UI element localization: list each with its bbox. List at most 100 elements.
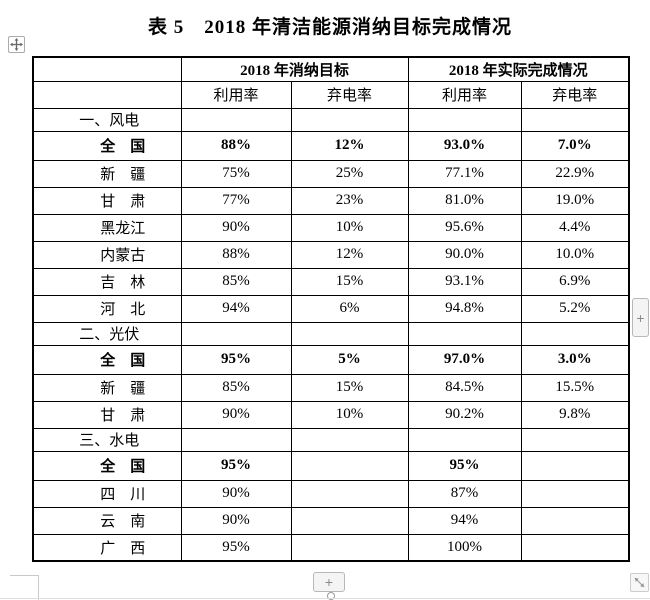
cell-value[interactable] <box>290 506 409 535</box>
cell-value[interactable]: 94.8% <box>407 294 522 323</box>
subheader-curtailment-target[interactable]: 弃电率 <box>290 80 409 109</box>
cell-value[interactable]: 3.0% <box>520 344 630 375</box>
cell-value[interactable] <box>290 450 409 481</box>
cell-value[interactable]: 77% <box>180 186 292 215</box>
subheader-utilization-actual[interactable]: 利用率 <box>407 80 522 109</box>
cell-value[interactable] <box>290 533 409 562</box>
cell-value[interactable] <box>520 107 630 132</box>
cell-value[interactable]: 94% <box>180 294 292 323</box>
cell-value[interactable]: 6% <box>290 294 409 323</box>
cell-value[interactable]: 90.2% <box>407 400 522 429</box>
cell-value[interactable]: 90% <box>180 400 292 429</box>
cell-value[interactable]: 90% <box>180 213 292 242</box>
cell-value[interactable] <box>290 479 409 508</box>
cell-value[interactable]: 90.0% <box>407 240 522 269</box>
cell-value[interactable]: 19.0% <box>520 186 630 215</box>
cell-value[interactable]: 88% <box>180 240 292 269</box>
cell-value[interactable]: 81.0% <box>407 186 522 215</box>
subheader-curtailment-actual[interactable]: 弃电率 <box>520 80 630 109</box>
cell-value[interactable]: 85% <box>180 267 292 296</box>
cell-value[interactable] <box>520 427 630 452</box>
row-label[interactable]: 全 国 <box>32 344 182 375</box>
cell-value[interactable]: 12% <box>290 130 409 161</box>
cell-value[interactable]: 10.0% <box>520 240 630 269</box>
cell-value[interactable] <box>520 450 630 481</box>
cell-value[interactable]: 95% <box>180 533 292 562</box>
cell-value[interactable]: 85% <box>180 373 292 402</box>
move-icon <box>10 38 23 51</box>
resize-diagonal-icon <box>633 576 646 589</box>
cell-value[interactable]: 7.0% <box>520 130 630 161</box>
header-actual-group[interactable]: 2018 年实际完成情况 <box>407 56 630 82</box>
cell-value[interactable]: 95% <box>180 344 292 375</box>
cell-value[interactable]: 25% <box>290 159 409 188</box>
row-label[interactable]: 甘 肃 <box>32 186 182 215</box>
cell-value[interactable] <box>520 479 630 508</box>
row-label[interactable]: 河 北 <box>32 294 182 323</box>
cell-value[interactable] <box>290 427 409 452</box>
row-label[interactable]: 新 疆 <box>32 159 182 188</box>
cell-value[interactable]: 9.8% <box>520 400 630 429</box>
cell-value[interactable]: 93.1% <box>407 267 522 296</box>
cell-value[interactable]: 97.0% <box>407 344 522 375</box>
cell-value[interactable]: 4.4% <box>520 213 630 242</box>
table-resize-handle[interactable] <box>630 573 649 592</box>
cell-value[interactable]: 95.6% <box>407 213 522 242</box>
row-label[interactable]: 新 疆 <box>32 373 182 402</box>
cell-value[interactable] <box>407 427 522 452</box>
cell-value[interactable]: 15% <box>290 373 409 402</box>
cell-value[interactable]: 5% <box>290 344 409 375</box>
cell-value[interactable]: 84.5% <box>407 373 522 402</box>
row-label[interactable]: 广 西 <box>32 533 182 562</box>
cell-value[interactable]: 75% <box>180 159 292 188</box>
row-label[interactable]: 云 南 <box>32 506 182 535</box>
cell-value[interactable]: 23% <box>290 186 409 215</box>
cell-value[interactable] <box>520 506 630 535</box>
cell-value[interactable]: 5.2% <box>520 294 630 323</box>
row-label[interactable]: 全 国 <box>32 130 182 161</box>
row-label[interactable]: 甘 肃 <box>32 400 182 429</box>
add-row-button[interactable]: + <box>313 572 345 592</box>
cell-value[interactable]: 22.9% <box>520 159 630 188</box>
cell-value[interactable] <box>180 321 292 346</box>
row-label[interactable]: 三、水电 <box>32 427 182 452</box>
cell-value[interactable]: 15% <box>290 267 409 296</box>
cell-value[interactable]: 12% <box>290 240 409 269</box>
cell-value[interactable]: 94% <box>407 506 522 535</box>
row-label[interactable]: 四 川 <box>32 479 182 508</box>
cell-value[interactable]: 10% <box>290 213 409 242</box>
cell-value[interactable] <box>180 427 292 452</box>
row-label[interactable]: 一、风电 <box>32 107 182 132</box>
add-column-button[interactable]: + <box>632 298 649 337</box>
row-label-header[interactable] <box>32 80 182 109</box>
cell-value[interactable] <box>180 107 292 132</box>
cell-value[interactable] <box>407 321 522 346</box>
cell-value[interactable]: 87% <box>407 479 522 508</box>
corner-cell[interactable] <box>32 56 182 82</box>
cell-value[interactable]: 10% <box>290 400 409 429</box>
row-label[interactable]: 全 国 <box>32 450 182 481</box>
cell-value[interactable]: 6.9% <box>520 267 630 296</box>
row-label[interactable]: 二、光伏 <box>32 321 182 346</box>
row-label[interactable]: 黑龙江 <box>32 213 182 242</box>
cell-value[interactable]: 90% <box>180 506 292 535</box>
cell-value[interactable] <box>520 533 630 562</box>
cell-value[interactable]: 95% <box>407 450 522 481</box>
row-label[interactable]: 吉 林 <box>32 267 182 296</box>
row-label[interactable]: 内蒙古 <box>32 240 182 269</box>
cell-value[interactable]: 77.1% <box>407 159 522 188</box>
cell-value[interactable]: 90% <box>180 479 292 508</box>
cell-value[interactable] <box>407 107 522 132</box>
table-move-handle[interactable] <box>8 36 25 53</box>
cell-value[interactable]: 95% <box>180 450 292 481</box>
cell-value[interactable] <box>290 107 409 132</box>
subheader-utilization-target[interactable]: 利用率 <box>180 80 292 109</box>
cell-value[interactable]: 93.0% <box>407 130 522 161</box>
table-row: 甘 肃 90% 10% 90.2% 9.8% <box>32 400 630 429</box>
cell-value[interactable]: 100% <box>407 533 522 562</box>
cell-value[interactable] <box>520 321 630 346</box>
cell-value[interactable] <box>290 321 409 346</box>
cell-value[interactable]: 88% <box>180 130 292 161</box>
cell-value[interactable]: 15.5% <box>520 373 630 402</box>
header-target-group[interactable]: 2018 年消纳目标 <box>180 56 409 82</box>
